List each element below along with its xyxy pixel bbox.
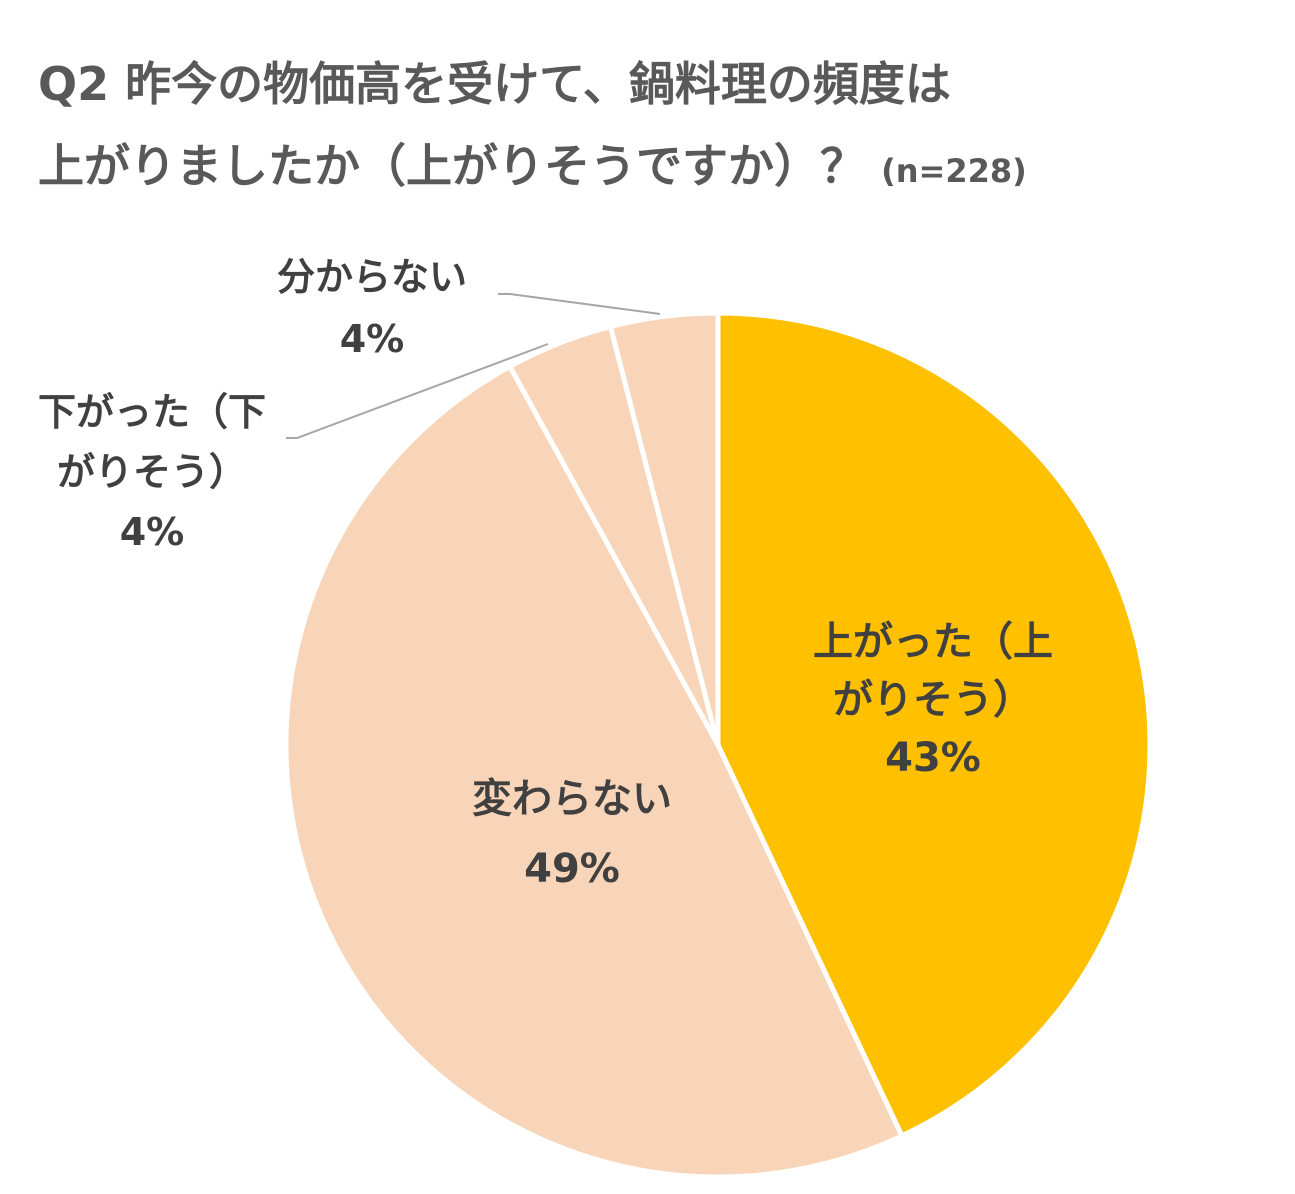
data-label-value-up: 43% xyxy=(885,735,981,781)
chart-title-line-2: 上がりましたか（上がりそうですか）？ (n=228) xyxy=(38,139,1027,193)
pie-slice-same xyxy=(283,363,905,1180)
chart-title-line-1: Q2 昨今の物価高を受けて、鍋料理の頻度は xyxy=(38,57,951,111)
data-label-value-unknown: 4% xyxy=(340,317,405,361)
data-label-category-down: 下がった（下 xyxy=(38,390,266,434)
data-label-value-same: 49% xyxy=(524,846,620,892)
leader-line-down xyxy=(286,343,549,439)
pie-slices xyxy=(283,310,1153,1180)
pie-slice-up xyxy=(715,310,1153,1139)
data-label-category-up: がりそう） xyxy=(833,677,1033,723)
data-label-category-up: 上がった（上 xyxy=(813,619,1053,665)
chart-title-question: 上がりましたか（上がりそうですか）？ xyxy=(38,139,866,193)
leader-lines xyxy=(286,293,661,439)
data-label-category-same: 変わらない xyxy=(472,776,672,822)
chart-sample-size: (n=228) xyxy=(881,152,1027,190)
data-label-category-down: がりそう） xyxy=(57,450,247,494)
leader-line-unknown xyxy=(498,293,661,315)
data-label-category-unknown: 分からない xyxy=(277,255,467,299)
data-label-value-down: 4% xyxy=(120,510,185,554)
pie-slice-unknown xyxy=(608,310,721,748)
slice-labels: 上がった（上がりそう）43%変わらない49%下がった（下がりそう）4%分からない… xyxy=(38,255,1053,892)
